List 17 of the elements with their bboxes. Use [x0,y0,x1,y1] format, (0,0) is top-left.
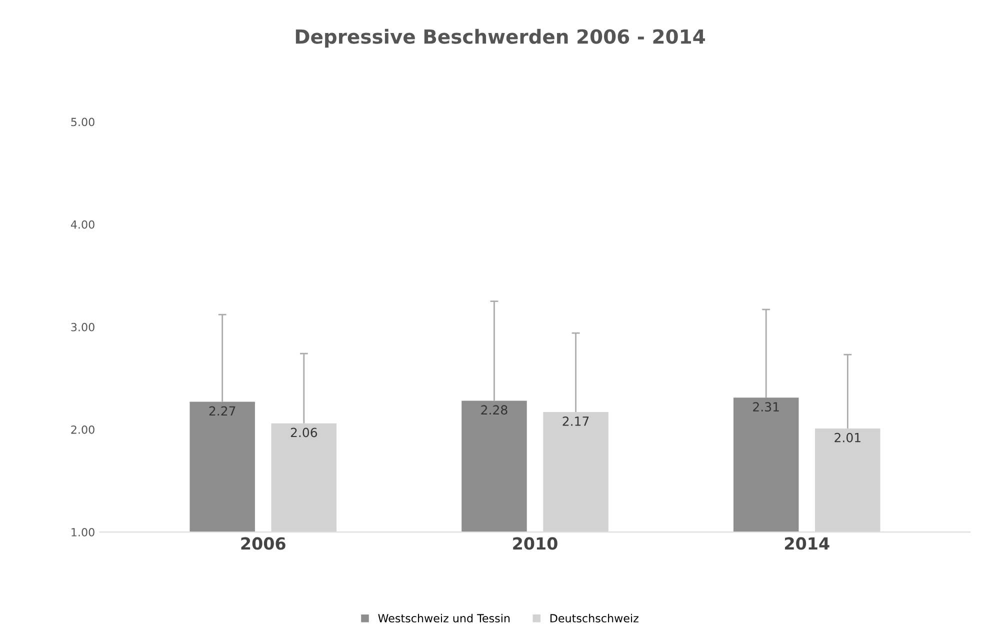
y-tick-label: 2.00 [71,425,94,434]
data-label: 2.27 [209,406,236,416]
y-tick-label: 3.00 [71,322,94,332]
data-label: 2.17 [562,416,589,426]
legend-label: Westschweiz und Tessin [378,614,510,622]
data-label: 2.01 [834,432,860,442]
x-tick-label: 2010 [513,537,558,550]
y-tick-label: 5.00 [71,118,94,126]
y-tick-label: 1.00 [72,528,94,536]
data-label: 2.31 [753,402,779,412]
data-label: 2.06 [290,428,318,438]
x-tick-label: 2014 [785,537,830,550]
data-label: 2.28 [481,405,508,415]
legend-label: Deutschschweiz [550,614,638,622]
x-tick-label: 2006 [241,537,286,550]
chart-title: Depressive Beschwerden 2006 - 2014 [296,28,705,48]
y-tick-label: 4.00 [70,220,94,229]
